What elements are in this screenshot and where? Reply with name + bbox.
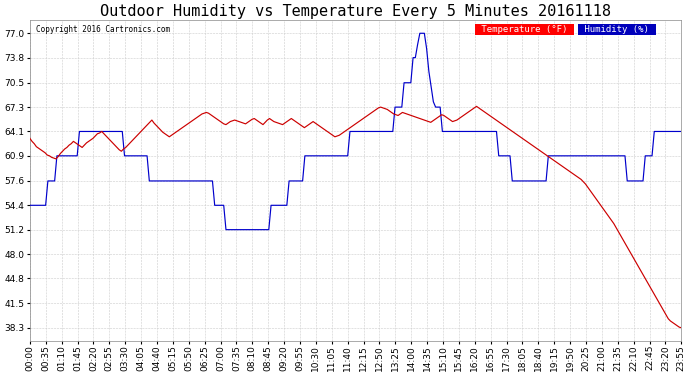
Text: Humidity (%): Humidity (%) <box>579 25 654 34</box>
Text: Copyright 2016 Cartronics.com: Copyright 2016 Cartronics.com <box>37 25 170 34</box>
Title: Outdoor Humidity vs Temperature Every 5 Minutes 20161118: Outdoor Humidity vs Temperature Every 5 … <box>100 4 611 19</box>
Text: Temperature (°F): Temperature (°F) <box>476 25 573 34</box>
